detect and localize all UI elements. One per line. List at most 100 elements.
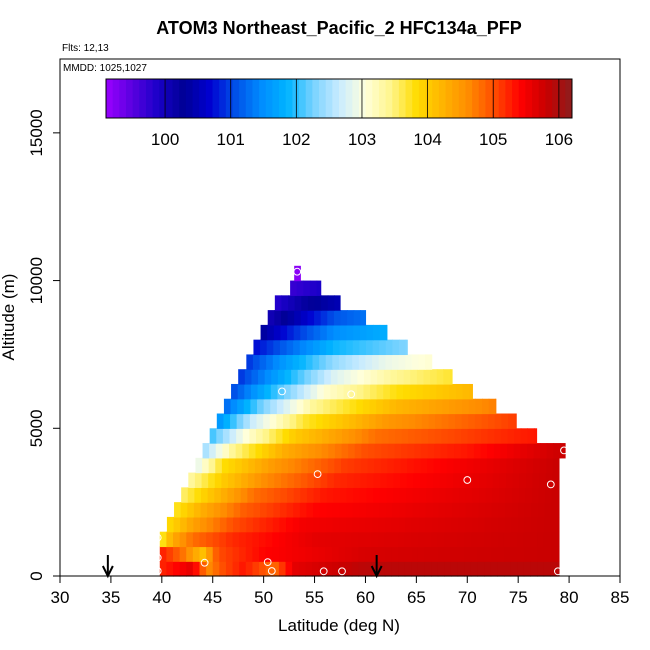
heatmap-cell	[352, 354, 360, 370]
heatmap-cell	[450, 561, 459, 577]
heatmap-cell	[322, 428, 330, 444]
heatmap-cell	[380, 457, 388, 474]
heatmap-cell	[270, 383, 278, 400]
heatmap-cell	[470, 531, 479, 548]
heatmap-cell	[539, 472, 547, 488]
heatmap-cell	[226, 516, 234, 533]
x-tick-label: 70	[458, 588, 477, 607]
heatmap-cell	[364, 531, 373, 548]
heatmap-cell	[312, 561, 320, 577]
heatmap-cell	[348, 428, 356, 444]
heatmap-cell	[309, 280, 318, 296]
colorbar-swatch	[512, 79, 520, 118]
heatmap-cell	[267, 472, 275, 488]
heatmap-cell	[339, 339, 347, 356]
heatmap-cell	[201, 487, 209, 503]
heatmap-cell	[447, 443, 455, 459]
heatmap-cell	[490, 546, 498, 562]
heatmap-cell	[294, 472, 302, 488]
heatmap-cell	[317, 369, 325, 385]
heatmap-cell	[243, 398, 251, 415]
x-tick-label: 60	[356, 588, 375, 607]
heatmap-cell	[236, 428, 244, 444]
heatmap-cell	[186, 561, 194, 577]
colorbar-swatch	[259, 79, 267, 118]
heatmap-cell	[285, 531, 293, 548]
heatmap-cell	[296, 280, 304, 296]
heatmap-cell	[365, 516, 373, 533]
heatmap-cell	[558, 487, 560, 503]
heatmap-cell	[259, 354, 267, 370]
heatmap-cell	[498, 502, 506, 518]
heatmap-cell	[247, 487, 255, 503]
heatmap-cell	[240, 487, 248, 503]
heatmap-cell	[192, 561, 201, 577]
heatmap-cell	[438, 516, 446, 533]
heatmap-cell	[453, 457, 461, 474]
heatmap-cell	[294, 457, 302, 474]
heatmap-cell	[477, 546, 485, 562]
heatmap-cell	[292, 561, 300, 577]
heatmap-cell	[481, 413, 489, 429]
heatmap-cell	[188, 472, 196, 488]
heatmap-cell	[234, 472, 242, 488]
heatmap-cell	[259, 531, 267, 548]
heatmap-cell	[180, 502, 188, 518]
heatmap-cell	[482, 398, 490, 415]
heatmap-cell	[287, 324, 295, 341]
colorbar-swatch	[372, 79, 380, 118]
heatmap-cell	[215, 443, 223, 459]
heatmap-cell	[363, 383, 371, 400]
heatmap-cell	[320, 472, 328, 488]
heatmap-cell	[321, 295, 329, 311]
heatmap-cell	[439, 472, 447, 488]
heatmap-cell	[517, 561, 525, 577]
heatmap-cell	[419, 487, 427, 503]
heatmap-cell	[437, 561, 445, 577]
heatmap-cell	[274, 472, 282, 488]
colorbar-swatch	[192, 79, 200, 118]
heatmap-cell	[441, 413, 450, 429]
heatmap-cell	[514, 413, 517, 429]
colorbar-swatch	[285, 79, 293, 118]
heatmap-cell	[454, 428, 462, 444]
heatmap-cell	[356, 383, 365, 400]
heatmap-cell	[429, 398, 437, 415]
heatmap-cell	[228, 472, 236, 488]
heatmap-cell	[342, 428, 350, 444]
heatmap-cell	[305, 546, 313, 562]
heatmap-cell	[378, 516, 386, 533]
heatmap-cell	[306, 339, 314, 356]
colorbar-swatch	[145, 79, 154, 118]
heatmap-cell	[526, 457, 534, 474]
heatmap-cell	[325, 354, 333, 370]
colorbar-swatch	[478, 79, 486, 118]
heatmap-cell	[343, 383, 351, 400]
flights-label: Flts: 12,13	[62, 43, 109, 54]
colorbar-swatch	[378, 79, 387, 118]
heatmap-cell	[310, 383, 318, 400]
heatmap-cell	[256, 413, 264, 429]
heatmap-cell	[550, 516, 558, 533]
heatmap-cell	[272, 354, 281, 370]
sample-point	[463, 476, 472, 484]
heatmap-cell	[388, 413, 397, 429]
heatmap-cell	[369, 398, 377, 415]
heatmap-cell	[274, 295, 283, 311]
heatmap-cell	[263, 413, 271, 429]
heatmap-cell	[407, 443, 415, 459]
heatmap-cell	[307, 472, 315, 488]
heatmap-cell	[341, 457, 349, 474]
heatmap-cell	[292, 354, 300, 370]
heatmap-cell	[354, 457, 362, 474]
heatmap-cell	[367, 457, 375, 474]
heatmap-cell	[222, 443, 230, 459]
heatmap-cell	[309, 398, 318, 415]
heatmap-cell	[417, 546, 426, 562]
heatmap-cell	[202, 443, 210, 459]
heatmap-cell	[237, 398, 245, 415]
heatmap-cell	[510, 546, 518, 562]
heatmap-cell	[293, 487, 301, 503]
heatmap-cell	[362, 413, 370, 429]
heatmap-cell	[391, 561, 399, 577]
